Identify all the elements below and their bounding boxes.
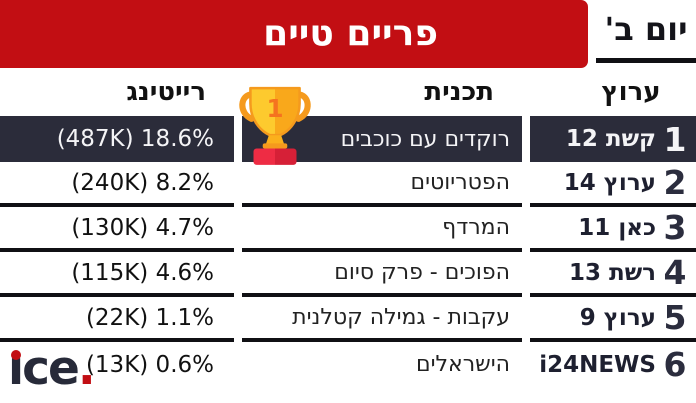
table-row: 5 ערוץ 9 עקבות - גמילה קטלנית (22K) 1.1% [0, 297, 696, 342]
rating-cell: (13K) 0.6% [0, 342, 234, 387]
day-tab: יום ב' [596, 0, 696, 63]
channel-cell: 5 ערוץ 9 [530, 297, 696, 342]
program-name: הישראלים [415, 352, 510, 377]
rating-value: (487K) 18.6% [56, 126, 214, 152]
channel-cell: 4 רשת 13 [530, 252, 696, 297]
logo-red-dot-icon [11, 350, 21, 360]
channel-cell: 1 קשת 12 [530, 116, 696, 162]
channel-name: ערוץ 14 [563, 169, 656, 196]
rating-cell: (115K) 4.6% [0, 252, 234, 297]
program-cell: עקבות - גמילה קטלנית [242, 297, 522, 342]
program-cell: הישראלים [242, 342, 522, 387]
program-cell: הפטריוטים [242, 162, 522, 207]
channel-cell: 3 כאן 11 [530, 207, 696, 252]
ice-logo: ıce. [8, 341, 118, 397]
rating-value: (22K) 1.1% [85, 304, 214, 331]
column-header-row: ערוץ תכנית רייטינג [0, 68, 696, 116]
rating-cell: (130K) 4.7% [0, 207, 234, 252]
logo-period: . [77, 341, 96, 396]
table-row: 4 רשת 13 הפוכים - פרק סיום (115K) 4.6% [0, 252, 696, 297]
channel-cell: 6 i24NEWS [530, 342, 696, 387]
rank-number: 1 [663, 119, 687, 159]
rating-value: (240K) 8.2% [71, 169, 214, 196]
channel-name: רשת 13 [568, 259, 656, 286]
column-header-program: תכנית [424, 77, 494, 107]
rating-cell: (22K) 1.1% [0, 297, 234, 342]
rank-number: 2 [663, 163, 687, 202]
program-name: עקבות - גמילה קטלנית [292, 305, 510, 330]
table-row: 3 כאן 11 המרדף (130K) 4.7% [0, 207, 696, 252]
channel-name: קשת 12 [565, 126, 656, 152]
program-cell: הפוכים - פרק סיום [242, 252, 522, 297]
trophy-icon: 1 [239, 86, 311, 165]
program-name: רוקדים עם כוכבים [340, 126, 510, 152]
rating-value: (115K) 4.6% [71, 259, 214, 286]
rating-cell: (487K) 18.6% [0, 116, 234, 162]
page-header: פריים טיים יום ב' [0, 0, 696, 68]
day-label: יום ב' [604, 10, 688, 48]
program-name: הפטריוטים [410, 170, 511, 195]
trophy-rank-number: 1 [266, 94, 283, 123]
column-header-rating: רייטינג [126, 77, 206, 107]
rank-number: 5 [663, 298, 687, 337]
channel-name: כאן 11 [578, 214, 656, 241]
column-header-channel: ערוץ [601, 77, 661, 107]
ratings-table: 1 ערוץ תכנית רייטינג 1 קשת 12 רוקדים עם … [0, 68, 696, 387]
table-row: 6 i24NEWS הישראלים (13K) 0.6% [0, 342, 696, 387]
channel-cell: 2 ערוץ 14 [530, 162, 696, 207]
channel-name: i24NEWS [539, 351, 656, 378]
table-row: 2 ערוץ 14 הפטריוטים (240K) 8.2% [0, 162, 696, 207]
table-row: 1 קשת 12 רוקדים עם כוכבים (487K) 18.6% [0, 116, 696, 162]
program-name: המרדף [442, 215, 510, 240]
channel-name: ערוץ 9 [579, 304, 656, 331]
logo-letters: ce [22, 341, 80, 396]
banner-title: פריים טיים [263, 13, 438, 54]
program-name: הפוכים - פרק סיום [334, 260, 510, 285]
rating-cell: (240K) 8.2% [0, 162, 234, 207]
rating-value: (130K) 4.7% [71, 214, 214, 241]
prime-time-banner: פריים טיים [0, 0, 588, 68]
rank-number: 3 [663, 208, 687, 247]
rank-number: 4 [663, 253, 687, 292]
rank-number: 6 [663, 345, 687, 384]
rating-value: (13K) 0.6% [85, 351, 214, 378]
program-cell: המרדף [242, 207, 522, 252]
